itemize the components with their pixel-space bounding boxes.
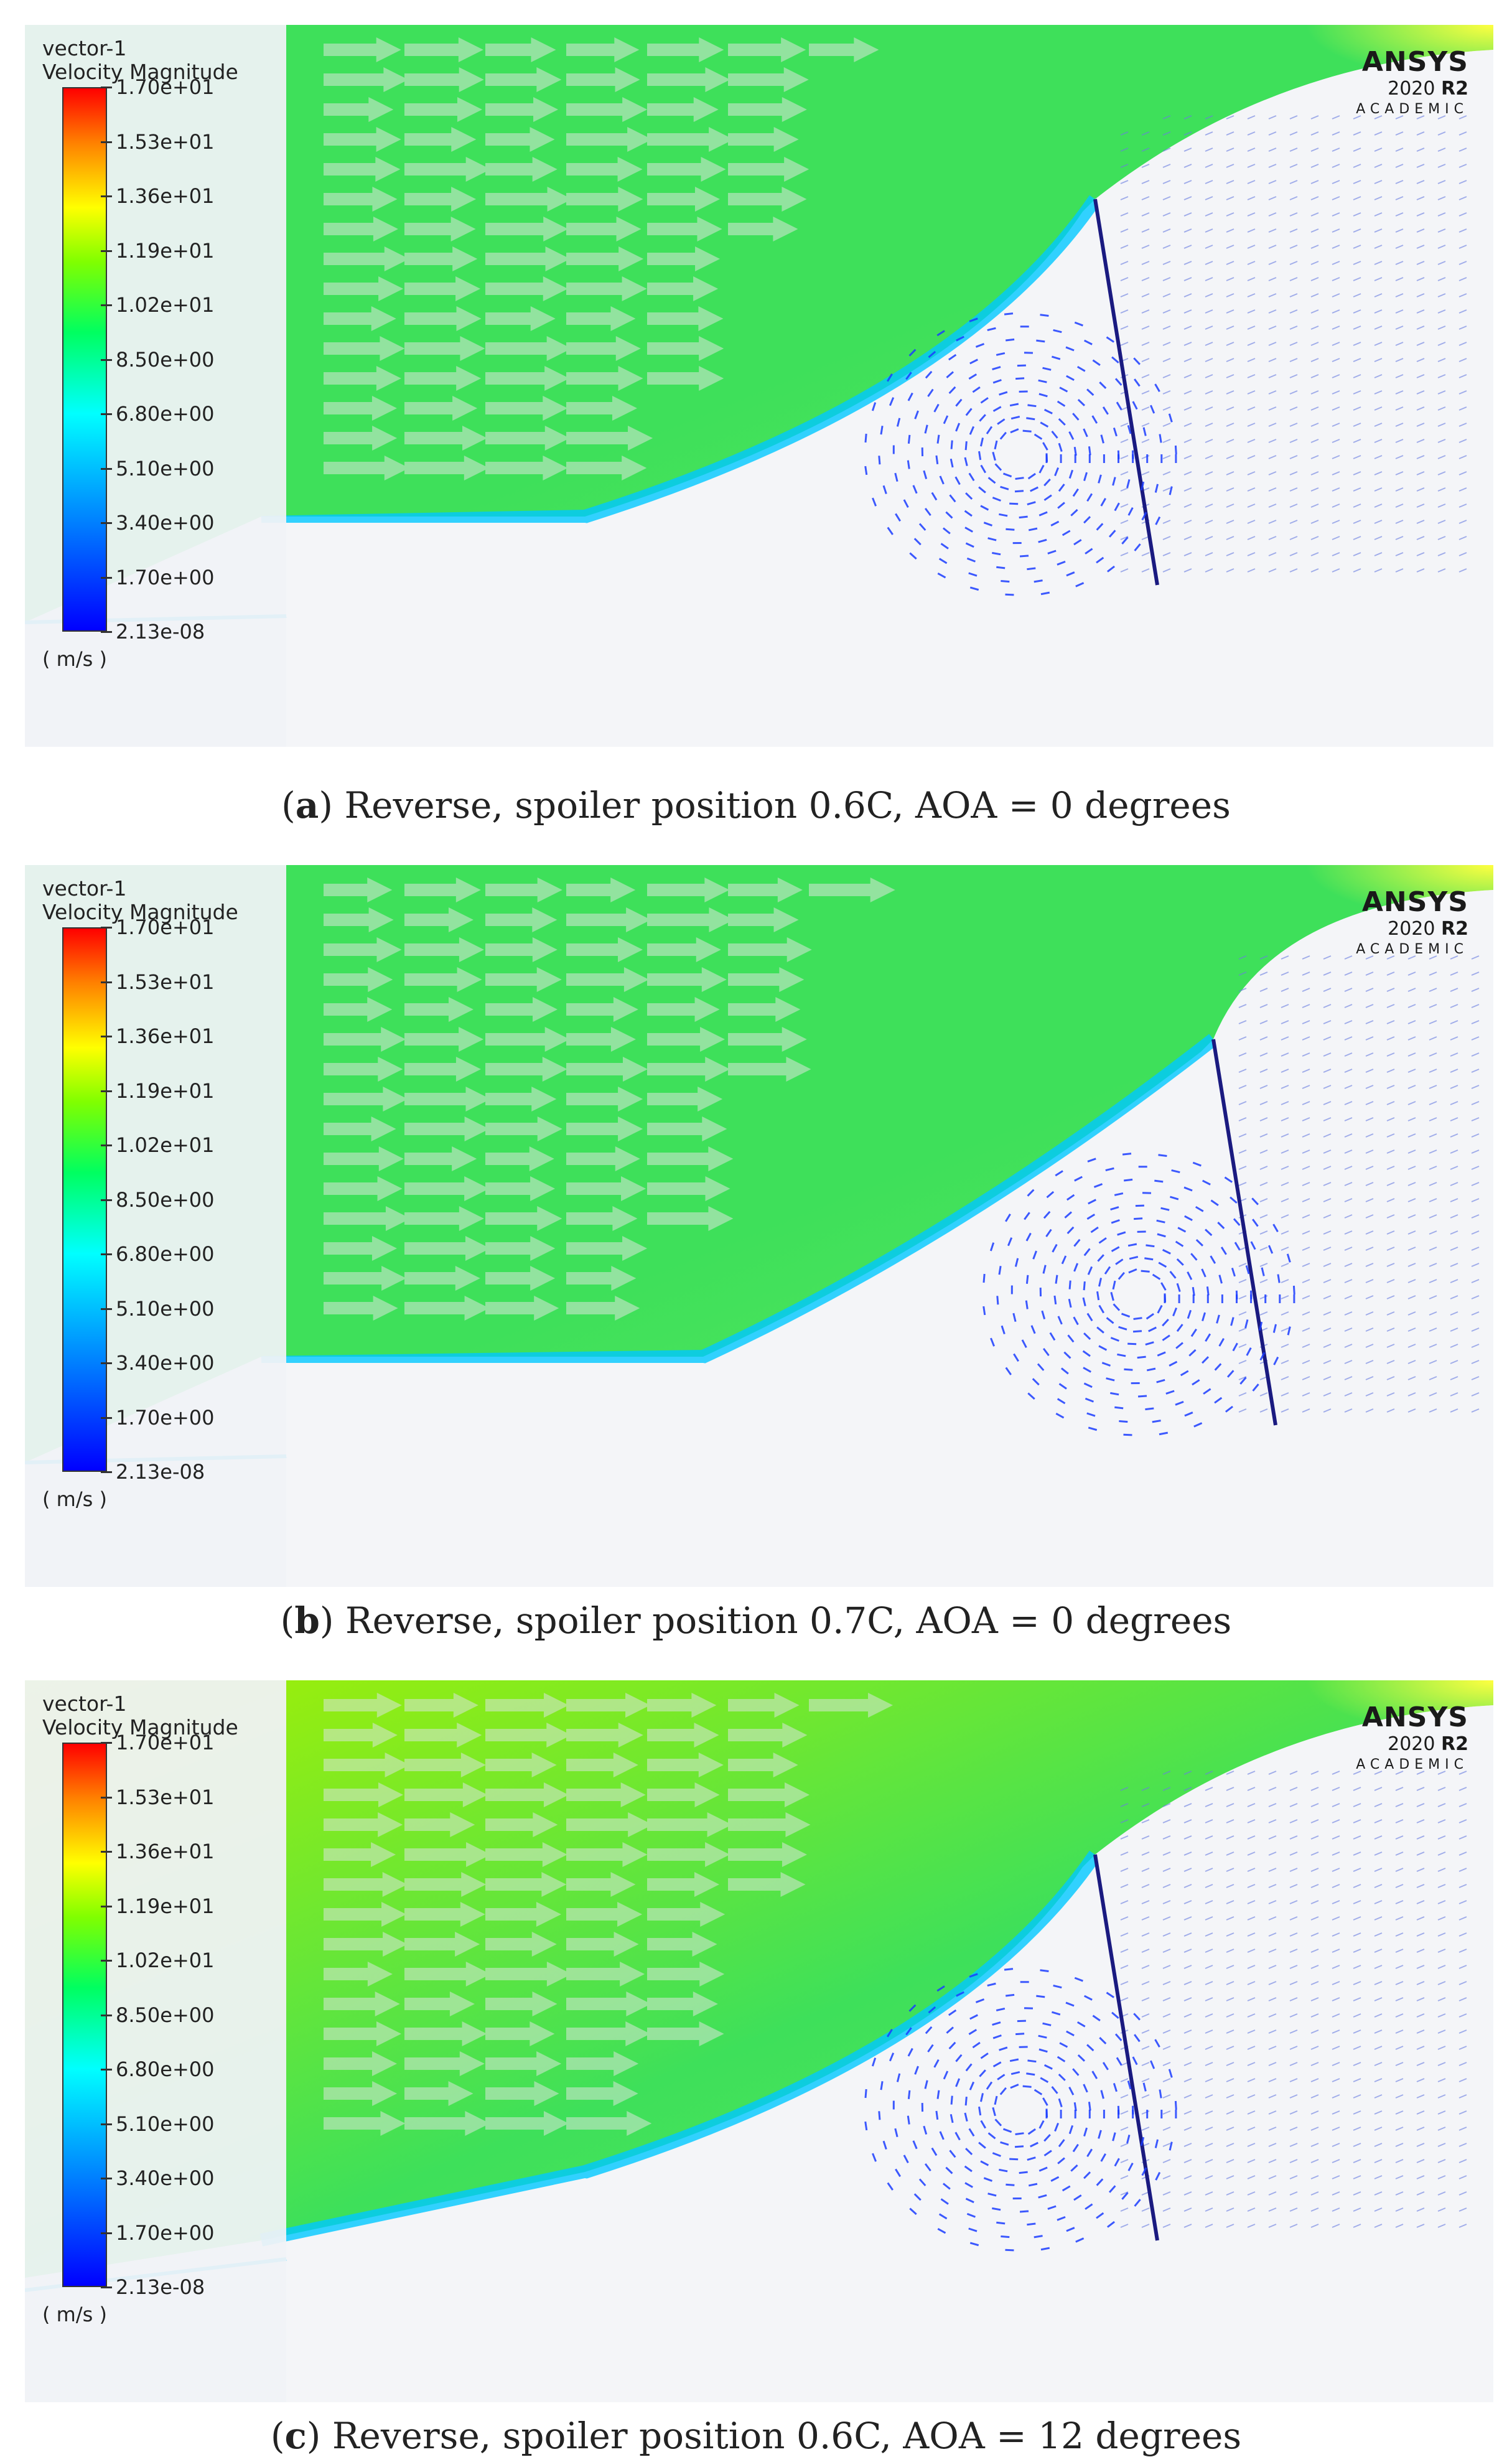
ansys-logo: ANSYS 2020 R2 ACADEMIC xyxy=(1307,1701,1468,1775)
caption-c: (c) Reverse, spoiler position 0.6C, AOA … xyxy=(0,2415,1512,2457)
colorbar-tick-label: 5.10e+00 xyxy=(107,456,275,481)
colorbar-tick-label: 1.36e+01 xyxy=(107,184,275,208)
colorbar-tick-label: 2.13e-08 xyxy=(107,619,275,644)
brand-release: R2 xyxy=(1441,1733,1468,1755)
brand-version: 2020 xyxy=(1388,918,1435,940)
caption-letter: c xyxy=(284,2415,306,2457)
brand-release: R2 xyxy=(1441,78,1468,100)
brand-edition: ACADEMIC xyxy=(1307,100,1468,119)
legend-name: vector-1 xyxy=(42,1693,126,1715)
caption-text: Reverse, spoiler position 0.7C, AOA = 0 … xyxy=(345,1599,1231,1642)
colorbar-tick-label: 1.53e+01 xyxy=(107,129,275,154)
colorbar-tick-label: 6.80e+00 xyxy=(107,2057,275,2082)
ansys-logo: ANSYS 2020 R2 ACADEMIC xyxy=(1307,886,1468,960)
brand-version: 2020 xyxy=(1388,78,1435,100)
legend-unit: ( m/s ) xyxy=(42,647,107,671)
colorbar-tick-label: 1.70e+01 xyxy=(107,75,275,100)
brand-version: 2020 xyxy=(1388,1733,1435,1755)
brand-edition: ACADEMIC xyxy=(1307,1755,1468,1775)
caption-text: Reverse, spoiler position 0.6C, AOA = 12… xyxy=(332,2415,1241,2457)
legend-unit: ( m/s ) xyxy=(42,2303,107,2326)
colorbar-tick-label: 1.70e+00 xyxy=(107,565,275,590)
colorbar-tick-label: 8.50e+00 xyxy=(107,2003,275,2028)
colorbar-tick-label: 1.19e+01 xyxy=(107,1894,275,1919)
caption-text: Reverse, spoiler position 0.6C, AOA = 0 … xyxy=(344,784,1230,826)
brand-name: ANSYS xyxy=(1307,46,1468,78)
caption-a: (a) Reverse, spoiler position 0.6C, AOA … xyxy=(0,784,1512,826)
colorbar-tick-label: 3.40e+00 xyxy=(107,510,275,535)
colorbar-tick-label: 1.53e+01 xyxy=(107,1785,275,1810)
colorbar-tick-label: 5.10e+00 xyxy=(107,2112,275,2136)
colorbar-tick-label: 1.36e+01 xyxy=(107,1024,275,1049)
colorbar-tick-label: 2.13e-08 xyxy=(107,2275,275,2300)
colorbar-tick-label: 8.50e+00 xyxy=(107,347,275,372)
colorbar-tick-label: 1.36e+01 xyxy=(107,1839,275,1864)
colorbar-tick-label: 2.13e-08 xyxy=(107,1459,275,1484)
legend-name: vector-1 xyxy=(42,878,126,900)
colorbar-tick-label: 1.02e+01 xyxy=(107,1948,275,1973)
brand-name: ANSYS xyxy=(1307,1701,1468,1734)
colorbar-tick-label: 1.02e+01 xyxy=(107,292,275,317)
legend-name: vector-1 xyxy=(42,37,126,60)
colorbar-tick-label: 6.80e+00 xyxy=(107,401,275,426)
colorbar-tick-label: 1.70e+00 xyxy=(107,1405,275,1430)
brand-release: R2 xyxy=(1441,918,1468,940)
colorbar-tick-label: 1.70e+00 xyxy=(107,2221,275,2245)
legend-unit: ( m/s ) xyxy=(42,1487,107,1511)
ansys-logo: ANSYS 2020 R2 ACADEMIC xyxy=(1307,46,1468,119)
colorbar-tick-label: 8.50e+00 xyxy=(107,1187,275,1212)
colorbar-tick-label: 1.53e+01 xyxy=(107,970,275,995)
colorbar-tick-label: 1.70e+01 xyxy=(107,1730,275,1755)
caption-letter: a xyxy=(296,784,319,826)
caption-letter: b xyxy=(294,1599,320,1642)
colorbar-tick-label: 1.70e+01 xyxy=(107,915,275,940)
colorbar-tick-label: 5.10e+00 xyxy=(107,1296,275,1321)
colorbar-tick-label: 1.19e+01 xyxy=(107,238,275,263)
colorbar-tick-label: 1.02e+01 xyxy=(107,1133,275,1158)
brand-edition: ACADEMIC xyxy=(1307,940,1468,960)
brand-name: ANSYS xyxy=(1307,886,1468,919)
caption-b: (b) Reverse, spoiler position 0.7C, AOA … xyxy=(0,1599,1512,1642)
colorbar-tick-label: 3.40e+00 xyxy=(107,2166,275,2191)
colorbar-tick-label: 1.19e+01 xyxy=(107,1079,275,1103)
colorbar-tick-label: 6.80e+00 xyxy=(107,1242,275,1266)
colorbar-tick-label: 3.40e+00 xyxy=(107,1350,275,1375)
